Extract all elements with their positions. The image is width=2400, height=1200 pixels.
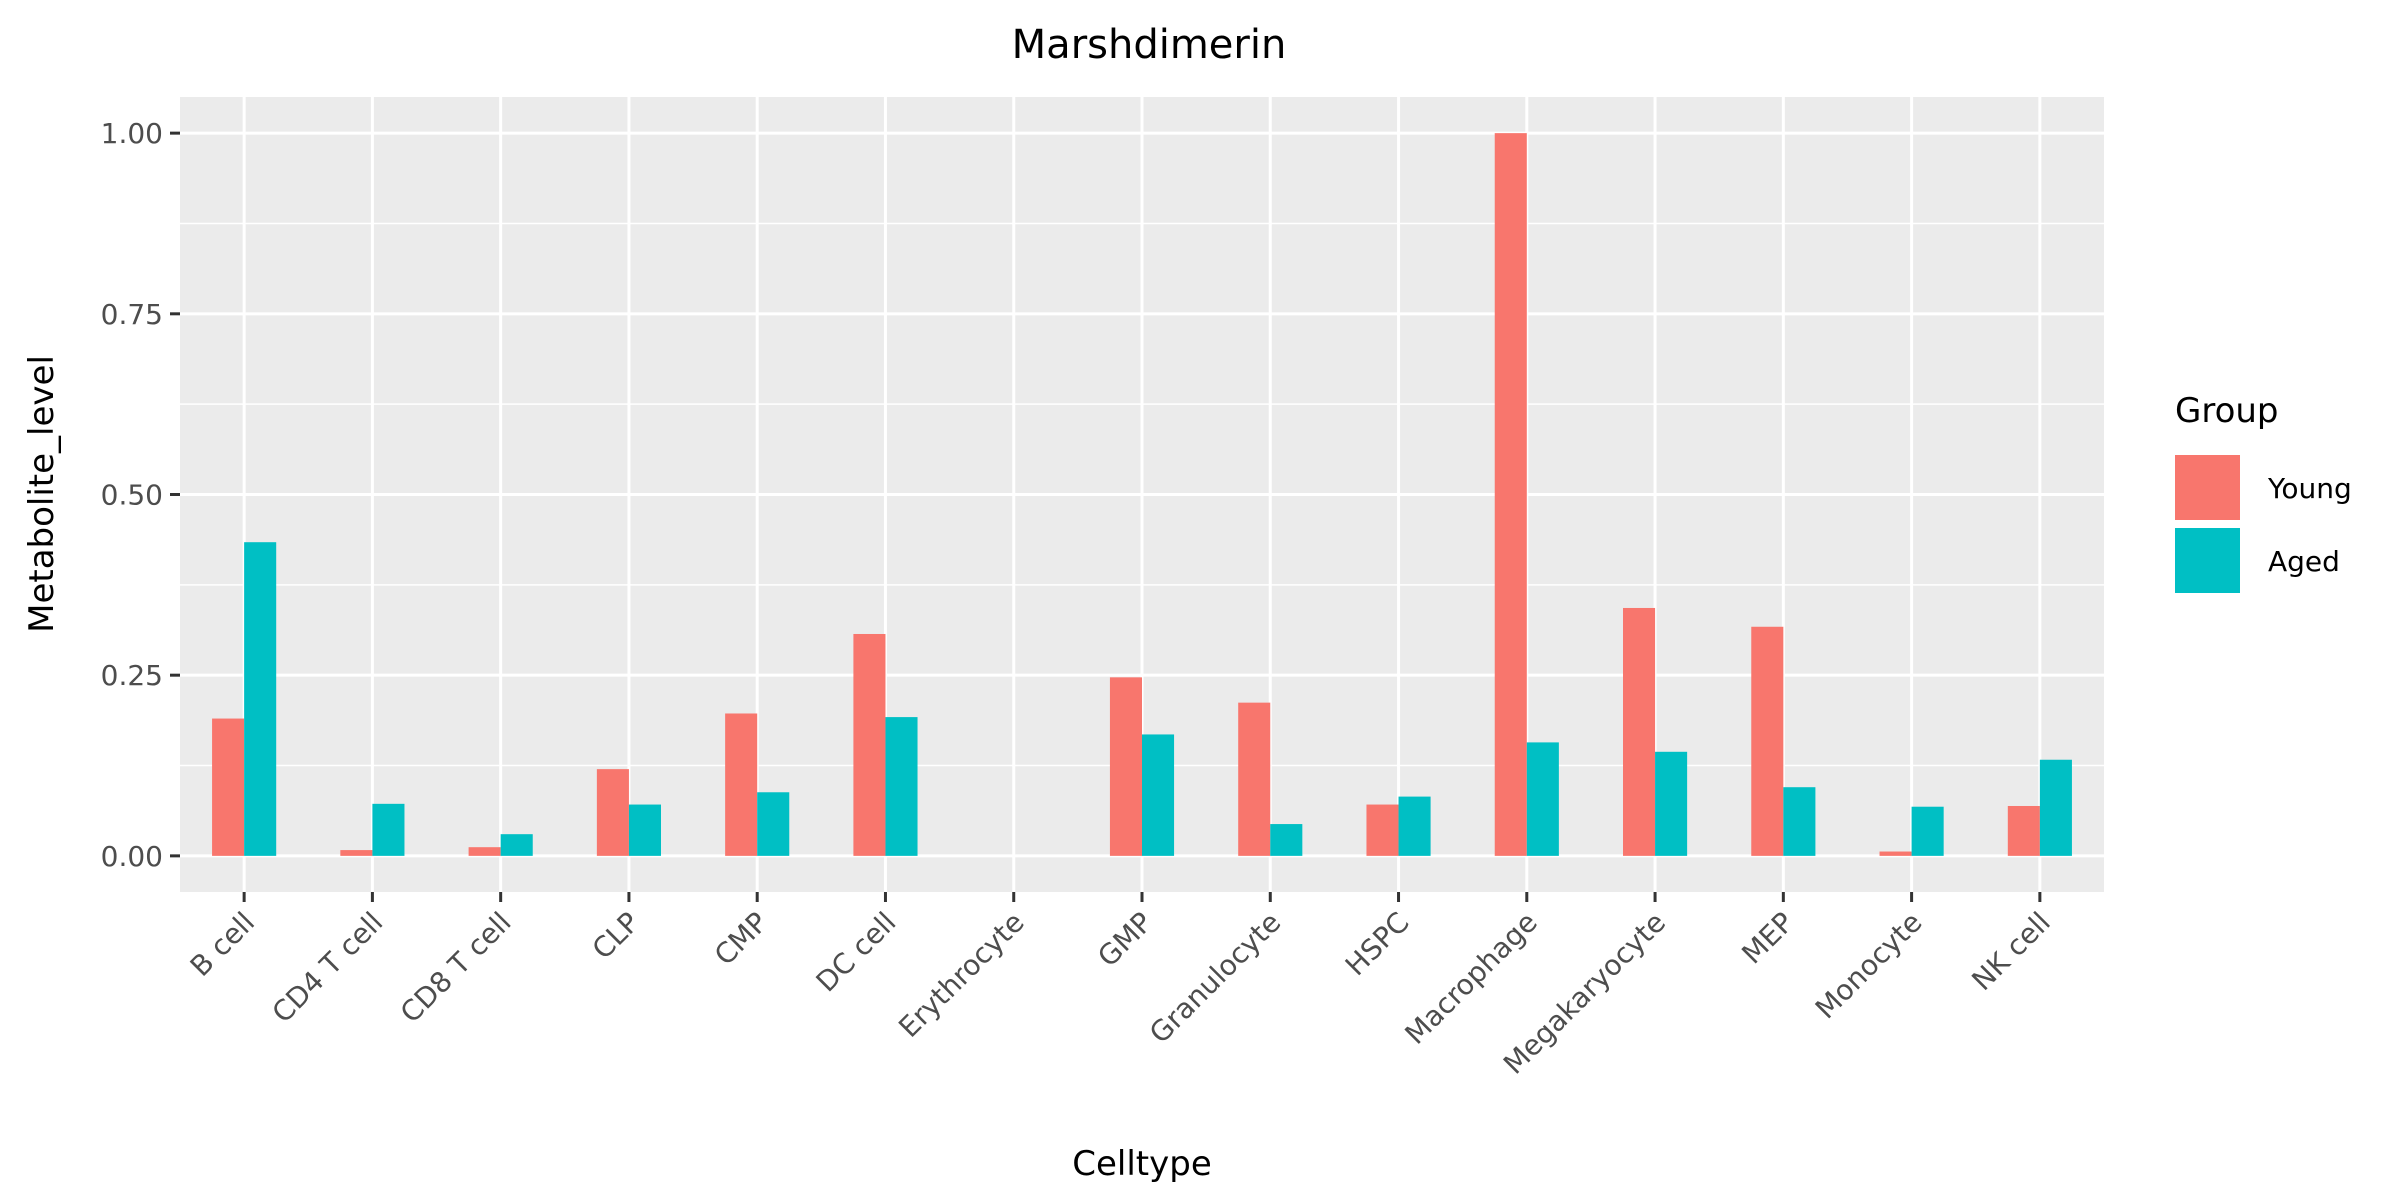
bar-young-granulocyte xyxy=(1238,702,1271,856)
bar-aged-b-cell xyxy=(244,542,277,856)
x-tick-label: MEP xyxy=(1735,906,1800,971)
y-axis: 0.00 0.25 0.50 0.75 1.00 xyxy=(101,117,180,873)
bar-aged-mep xyxy=(1783,787,1816,856)
x-tick-label: B cell xyxy=(184,906,261,983)
y-tick-label: 0.50 xyxy=(101,479,163,512)
y-tick-label: 0.75 xyxy=(101,298,163,331)
bar-aged-clp xyxy=(628,804,661,856)
x-tick-label: Macrophage xyxy=(1398,906,1543,1051)
x-axis: B cell CD4 T cell CD8 T cell CLP CMP DC cellE… xyxy=(184,892,2057,1081)
bar-young-megakaryocyte xyxy=(1623,607,1656,856)
x-tick-label: DC cell xyxy=(810,906,903,999)
y-tick-label: 0.00 xyxy=(101,840,163,873)
x-tick-label: Granulocyte xyxy=(1143,906,1287,1050)
bar-young-b-cell xyxy=(212,718,245,856)
y-tick-label: 0.25 xyxy=(101,659,163,692)
bar-aged-cd4-t-cell xyxy=(372,803,405,856)
y-tick-label: 1.00 xyxy=(101,117,163,150)
bar-aged-hspc xyxy=(1398,796,1431,856)
x-tick-label: Erythrocyte xyxy=(892,906,1030,1044)
legend-label-young: Young xyxy=(2267,472,2352,505)
bar-aged-nk-cell xyxy=(2039,759,2072,856)
x-tick-label: CD8 T cell xyxy=(394,906,518,1030)
bar-aged-cmp xyxy=(757,792,790,856)
bar-young-gmp xyxy=(1109,677,1142,856)
bar-aged-dc-cell xyxy=(885,717,918,856)
bar-young-hspc xyxy=(1366,804,1399,856)
legend-key-aged xyxy=(2175,528,2240,593)
bar-young-cmp xyxy=(725,713,758,856)
bar-young-mep xyxy=(1751,626,1784,856)
bar-aged-macrophage xyxy=(1526,742,1559,856)
bar-young-cd4-t-cell xyxy=(340,850,373,856)
bars xyxy=(212,133,2072,856)
legend: Group Young Aged xyxy=(2175,391,2352,593)
x-tick-label: Monocyte xyxy=(1809,906,1929,1026)
x-tick-label: CD4 T cell xyxy=(266,906,390,1030)
x-tick-label: NK cell xyxy=(1965,906,2056,997)
bar-young-dc-cell xyxy=(853,633,886,856)
bar-aged-cd8-t-cell xyxy=(500,834,533,856)
x-tick-label: HSPC xyxy=(1339,906,1416,983)
bar-aged-gmp xyxy=(1142,734,1175,856)
legend-key-young xyxy=(2175,455,2240,520)
legend-label-aged: Aged xyxy=(2268,545,2340,578)
legend-title: Group xyxy=(2175,391,2279,431)
bar-young-cd8-t-cell xyxy=(468,847,501,856)
bar-young-clp xyxy=(596,769,629,856)
x-tick-label: CLP xyxy=(586,906,646,966)
chart-title: Marshdimerin xyxy=(1012,22,1287,68)
bar-young-macrophage xyxy=(1494,133,1527,856)
bar-aged-monocyte xyxy=(1911,806,1944,856)
y-axis-title: Metabolite_level xyxy=(22,355,62,633)
bar-aged-megakaryocyte xyxy=(1655,751,1688,856)
bar-young-monocyte xyxy=(1879,851,1912,856)
x-axis-title: Celltype xyxy=(1072,1144,1212,1184)
bar-aged-granulocyte xyxy=(1270,824,1303,856)
bar-young-nk-cell xyxy=(2007,805,2040,856)
x-tick-label: CMP xyxy=(708,906,774,972)
x-tick-label: GMP xyxy=(1091,906,1159,974)
